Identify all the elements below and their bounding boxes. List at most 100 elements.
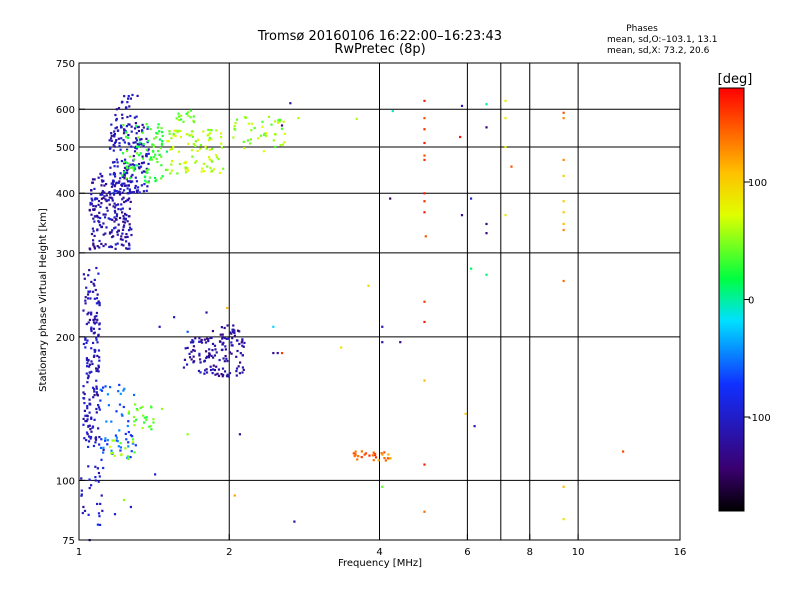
data-point xyxy=(113,175,117,178)
data-point xyxy=(214,153,218,157)
x-axis: 1 2 4 6 8 10 16 xyxy=(76,534,686,558)
data-point xyxy=(227,337,230,340)
data-point xyxy=(158,153,161,156)
data-point xyxy=(140,129,144,132)
data-point xyxy=(113,220,116,223)
data-point xyxy=(215,365,218,368)
data-point xyxy=(113,209,116,213)
data-point xyxy=(112,193,116,196)
data-point xyxy=(213,344,217,347)
data-point xyxy=(82,391,85,394)
data-point xyxy=(111,183,115,186)
data-point xyxy=(84,414,87,417)
data-point xyxy=(184,161,187,165)
data-point xyxy=(100,438,103,441)
data-point xyxy=(106,443,109,446)
data-point xyxy=(121,100,124,103)
data-point xyxy=(562,518,565,521)
data-point xyxy=(132,191,135,194)
data-point xyxy=(98,323,101,326)
data-point xyxy=(104,213,107,216)
data-point xyxy=(93,208,96,211)
data-point xyxy=(151,149,155,153)
data-point xyxy=(225,374,229,378)
data-point xyxy=(119,238,123,241)
data-point xyxy=(117,229,120,232)
data-point xyxy=(141,157,145,160)
data-point xyxy=(192,340,195,343)
data-point xyxy=(274,145,277,149)
data-point xyxy=(93,245,96,248)
data-point xyxy=(113,216,116,219)
data-point xyxy=(241,344,244,347)
data-point xyxy=(208,148,211,151)
y-axis: 75 100 200 300 400 500 600 750 xyxy=(56,59,85,547)
data-point xyxy=(504,145,507,149)
data-point xyxy=(221,367,225,370)
data-point xyxy=(143,416,146,419)
data-point xyxy=(158,325,161,328)
data-point xyxy=(198,358,202,361)
data-point xyxy=(127,430,130,434)
data-point xyxy=(123,221,126,224)
data-point xyxy=(297,117,300,120)
data-point xyxy=(485,103,488,106)
data-point xyxy=(233,494,236,497)
data-point xyxy=(100,184,103,187)
data-point xyxy=(372,451,375,454)
data-point xyxy=(123,129,126,132)
data-point xyxy=(92,230,95,233)
data-point xyxy=(108,196,111,199)
data-point xyxy=(116,191,119,195)
data-point xyxy=(242,368,245,372)
data-point xyxy=(95,321,98,324)
data-point xyxy=(91,362,94,366)
data-point xyxy=(380,452,383,455)
data-point xyxy=(423,128,426,131)
data-point xyxy=(103,184,106,187)
data-point xyxy=(141,123,144,126)
data-point xyxy=(152,145,155,148)
data-point xyxy=(141,155,144,158)
data-point xyxy=(118,180,121,183)
data-point xyxy=(86,376,90,380)
data-point xyxy=(152,156,155,159)
data-point xyxy=(264,134,267,138)
data-point xyxy=(86,381,89,384)
data-point xyxy=(562,174,565,178)
data-point xyxy=(98,443,101,446)
data-point xyxy=(185,363,189,366)
data-point xyxy=(100,202,103,205)
data-point xyxy=(473,425,476,428)
data-point xyxy=(122,124,125,127)
data-point xyxy=(93,187,96,191)
data-point xyxy=(117,223,120,226)
data-point xyxy=(105,420,108,423)
data-point xyxy=(381,485,384,488)
data-point xyxy=(92,282,95,285)
data-point xyxy=(106,393,109,396)
data-point xyxy=(142,170,146,173)
data-point xyxy=(222,357,225,360)
data-point xyxy=(142,126,145,129)
data-point xyxy=(207,155,211,159)
data-point xyxy=(381,325,384,328)
data-point xyxy=(139,152,142,155)
data-point xyxy=(263,132,266,135)
data-point xyxy=(85,439,88,442)
data-point xyxy=(108,139,111,142)
data-point xyxy=(90,311,93,314)
data-point xyxy=(86,339,89,342)
data-point xyxy=(186,330,189,333)
data-point xyxy=(115,215,118,218)
data-point xyxy=(93,215,97,218)
data-point xyxy=(231,328,234,331)
data-point xyxy=(186,433,189,436)
data-point xyxy=(184,347,187,350)
data-point xyxy=(211,349,214,352)
data-point xyxy=(146,127,149,130)
y-tick-label: 100 xyxy=(56,476,75,487)
data-point xyxy=(122,498,126,502)
data-point xyxy=(88,269,91,272)
data-point xyxy=(92,444,96,448)
